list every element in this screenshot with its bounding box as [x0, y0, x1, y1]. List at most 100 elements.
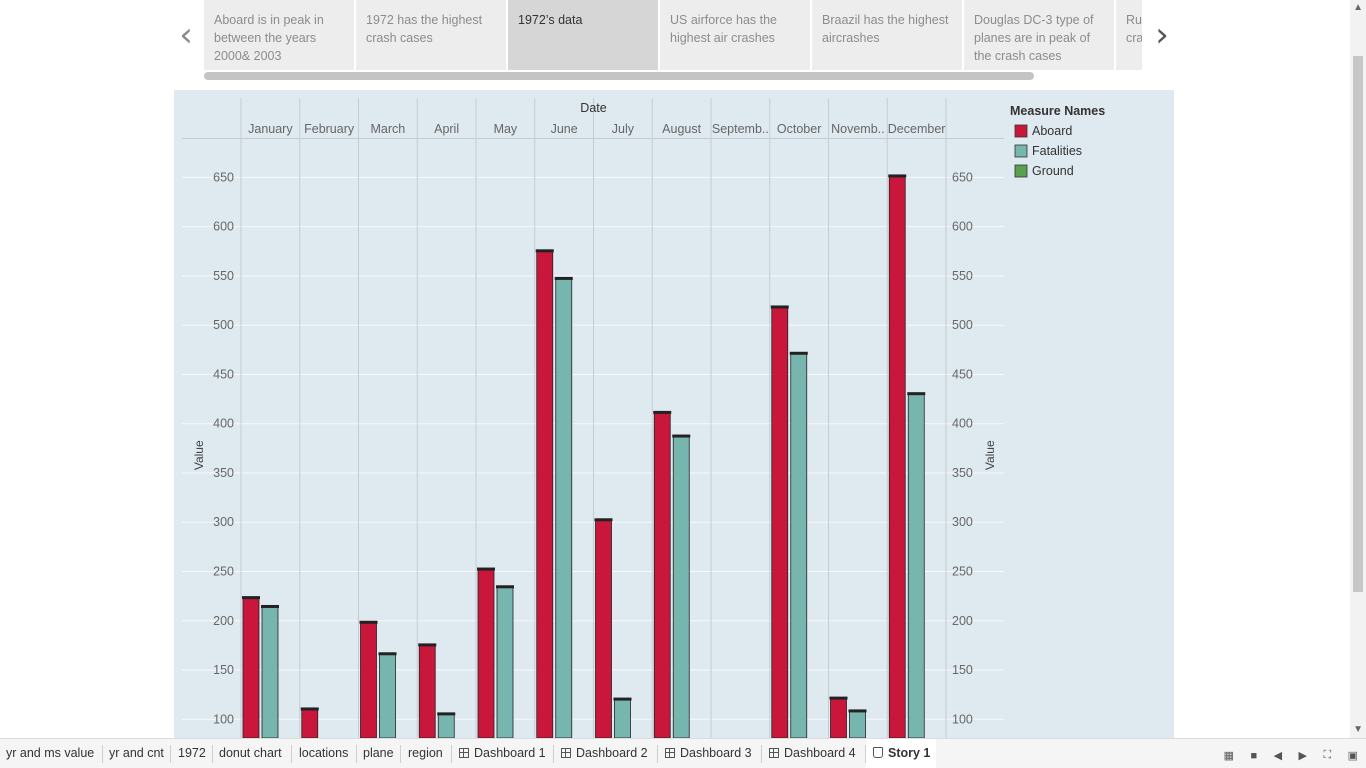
tab-locations[interactable]: locations [292, 739, 357, 768]
bar-cap [418, 643, 437, 647]
bar-aboard [888, 175, 906, 738]
tab-plane[interactable]: plane [357, 739, 401, 768]
chevron-right-icon[interactable]: › [1155, 15, 1169, 55]
bar-fatalities [379, 652, 396, 738]
legend-swatch [1014, 144, 1028, 158]
y2-tick-label: 600 [952, 220, 973, 234]
bar-cap [437, 712, 456, 716]
y-tick-label: 500 [213, 318, 234, 332]
x-category-label: May [494, 122, 518, 136]
bar-fatalities [849, 710, 866, 738]
tab-donut-chart[interactable]: donut chart [213, 739, 292, 768]
bar-cap [613, 697, 632, 701]
bar-fatalities [437, 712, 455, 738]
x-category-label: Novemb.. [831, 122, 885, 136]
y-tick-label: 400 [213, 417, 234, 431]
vertical-scrollbar[interactable]: ▲ ▼ [1350, 0, 1366, 738]
bar-cap [378, 652, 397, 656]
y2-tick-label: 250 [952, 564, 973, 578]
dashboard-icon [561, 748, 571, 758]
y2-tick-label: 550 [952, 269, 973, 283]
x-category-label: Septemb.. [712, 122, 769, 136]
bar-fatalities [555, 277, 573, 738]
legend-swatch [1014, 164, 1028, 178]
bar-cap [535, 249, 554, 253]
bar-fatalities [261, 605, 279, 738]
story-point-2[interactable]: 1972 has the highest crash cases [356, 0, 506, 70]
tab-dashboard-2[interactable]: Dashboard 2 [554, 739, 658, 768]
tab-dashboard-3[interactable]: Dashboard 3 [658, 739, 762, 768]
bar-aboard [595, 518, 612, 738]
bar-aboard [477, 568, 495, 738]
story-navigator: ‹ Aboard is in peak in between the years… [174, 0, 1174, 84]
bar-cap [594, 518, 613, 522]
y2-tick-label: 300 [952, 515, 973, 529]
story-point-7[interactable]: Russia is the highest crash... [1116, 0, 1142, 70]
bar-cap [261, 604, 279, 608]
tab-dashboard-4[interactable]: Dashboard 4 [762, 739, 866, 768]
tab-story-1[interactable]: Story 1 [866, 739, 936, 768]
bar-cap [477, 567, 495, 571]
y2-tick-label: 650 [952, 170, 973, 184]
y-tick-label: 350 [213, 466, 234, 480]
fullscreen-icon[interactable]: ⛶ [1323, 749, 1332, 762]
sheet-tab-bar: yr and ms value yr and cnt 1972 donut ch… [0, 738, 1366, 768]
scroll-down-icon[interactable]: ▼ [1353, 724, 1363, 735]
scroll-thumb[interactable] [1353, 56, 1363, 592]
tab-1972[interactable]: 1972 [171, 739, 213, 768]
y2-tick-label: 150 [952, 663, 973, 677]
y2-tick-label: 200 [952, 614, 973, 628]
scroll-up-icon[interactable]: ▲ [1353, 2, 1363, 13]
bar-aboard [242, 596, 260, 738]
x-category-label: June [551, 122, 578, 136]
present-icon[interactable]: ▣ [1347, 750, 1358, 763]
bar-cap [789, 351, 808, 355]
prev-sheet-icon[interactable]: ◀ [1273, 750, 1283, 763]
bar-aboard [536, 249, 554, 738]
bar-chart: 100 100 150 150 200 200 250 250 300 300 350 350 400 4… [182, 98, 1105, 738]
story-scrollbar[interactable] [204, 72, 1034, 80]
tab-dashboard-1[interactable]: Dashboard 1 [452, 739, 554, 768]
next-sheet-icon[interactable]: ▶ [1298, 750, 1307, 763]
bar-aboard [771, 306, 789, 738]
dashboard-icon [665, 748, 675, 758]
story-point-3[interactable]: 1972’s data [508, 0, 658, 70]
legend-swatch [1014, 124, 1028, 138]
bar-cap [770, 305, 789, 309]
y-tick-label: 650 [213, 170, 234, 184]
legend-item-label: Aboard [1032, 124, 1072, 138]
y2-tick-label: 350 [952, 466, 973, 480]
bar-cap [242, 596, 260, 600]
tab-yr-and-cnt[interactable]: yr and cnt [103, 739, 171, 768]
bar-cap [672, 434, 691, 438]
x-category-label: January [248, 122, 293, 136]
tab-yr-and-ms-value[interactable]: yr and ms value [0, 739, 103, 768]
legend-item-label: Fatalities [1032, 144, 1082, 158]
bar-aboard [360, 621, 377, 738]
legend-title: Measure Names [1010, 104, 1105, 118]
bar-cap [653, 410, 672, 414]
story-point-6[interactable]: Douglas DC-3 type of planes are in peak … [964, 0, 1114, 70]
story-point-4[interactable]: US airforce has the highest air crashes [660, 0, 810, 70]
y2-axis-title: Value [983, 440, 997, 470]
bar-cap [907, 392, 926, 396]
x-category-label: February [304, 122, 355, 136]
y2-tick-label: 400 [952, 417, 973, 431]
bar-fatalities [790, 352, 808, 738]
y2-tick-label: 500 [952, 318, 973, 332]
y-tick-label: 200 [213, 614, 234, 628]
story-point-1[interactable]: Aboard is in peak in between the years 2… [204, 0, 354, 70]
bar-fatalities [672, 435, 690, 738]
x-category-label: April [434, 122, 459, 136]
bar-cap [496, 585, 514, 589]
chevron-left-icon[interactable]: ‹ [179, 15, 193, 55]
bar-aboard [418, 644, 436, 738]
bar-aboard [830, 697, 847, 738]
grid-view-icon[interactable]: ▦ [1223, 750, 1235, 763]
story-points: Aboard is in peak in between the years 2… [204, 0, 1142, 70]
x-category-label: August [662, 122, 701, 136]
tab-region[interactable]: region [401, 739, 452, 768]
story-point-5[interactable]: Braazil has the highest aircrashes [812, 0, 962, 70]
y-tick-label: 250 [213, 564, 234, 578]
single-view-icon[interactable]: ■ [1250, 749, 1258, 762]
